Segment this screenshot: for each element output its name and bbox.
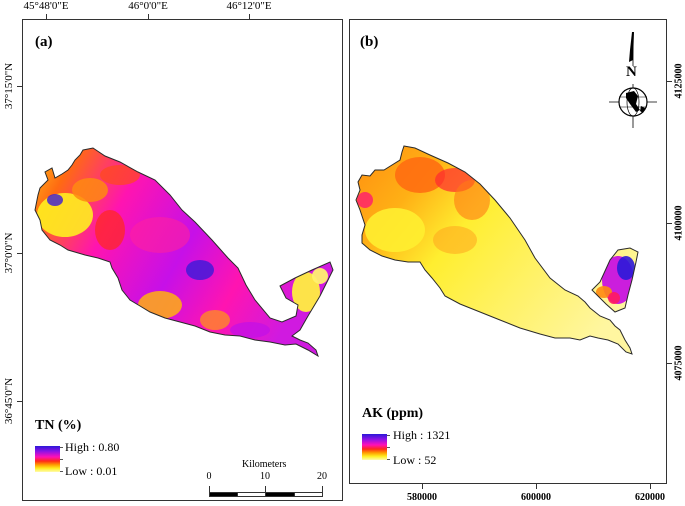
tick — [667, 81, 672, 82]
legend-low-label: Low : 0.01 — [65, 464, 118, 478]
scale-tick-label: 20 — [317, 471, 327, 482]
legend-low-label: Low : 52 — [393, 453, 437, 467]
legend-tick — [387, 459, 390, 460]
tick — [422, 484, 423, 489]
tick — [650, 484, 651, 489]
legend-high-label: High : 1321 — [393, 428, 451, 442]
scale-tick — [209, 486, 210, 492]
scale-tick — [265, 486, 266, 492]
legend-tick — [60, 471, 63, 472]
legend-color-ramp — [362, 434, 387, 460]
tick — [249, 14, 250, 19]
panel-a-label: (a) — [35, 34, 53, 50]
easting-label: 600000 — [521, 492, 551, 503]
scale-segment — [294, 492, 323, 497]
scale-bar-unit: Kilometers — [242, 459, 287, 470]
easting-label: 580000 — [407, 492, 437, 503]
north-label: N — [626, 64, 637, 80]
tick — [148, 14, 149, 19]
legend-title-ak: AK (ppm) — [362, 406, 424, 421]
tick — [17, 86, 22, 87]
longitude-label: 46°12'0"E — [226, 0, 272, 12]
longitude-label: 45°48'0"E — [23, 0, 69, 12]
longitude-label: 46°0'0"E — [128, 0, 168, 12]
easting-label: 620000 — [635, 492, 665, 503]
legend-title-tn: TN (%) — [35, 418, 82, 433]
scale-tick-label: 0 — [206, 471, 212, 482]
scale-tick-label: 10 — [260, 471, 270, 482]
tick — [536, 484, 537, 489]
panel-b-label: (b) — [360, 34, 379, 50]
tick — [17, 253, 22, 254]
tick — [17, 401, 22, 402]
tick — [46, 14, 47, 19]
legend-tick — [387, 435, 390, 436]
legend-color-ramp — [35, 446, 60, 472]
legend-tick — [60, 459, 63, 460]
legend-tick — [387, 447, 390, 448]
scale-tick — [322, 486, 323, 492]
legend-high-label: High : 0.80 — [65, 440, 120, 454]
tick — [667, 223, 672, 224]
legend-tick — [60, 447, 63, 448]
tick — [667, 363, 672, 364]
